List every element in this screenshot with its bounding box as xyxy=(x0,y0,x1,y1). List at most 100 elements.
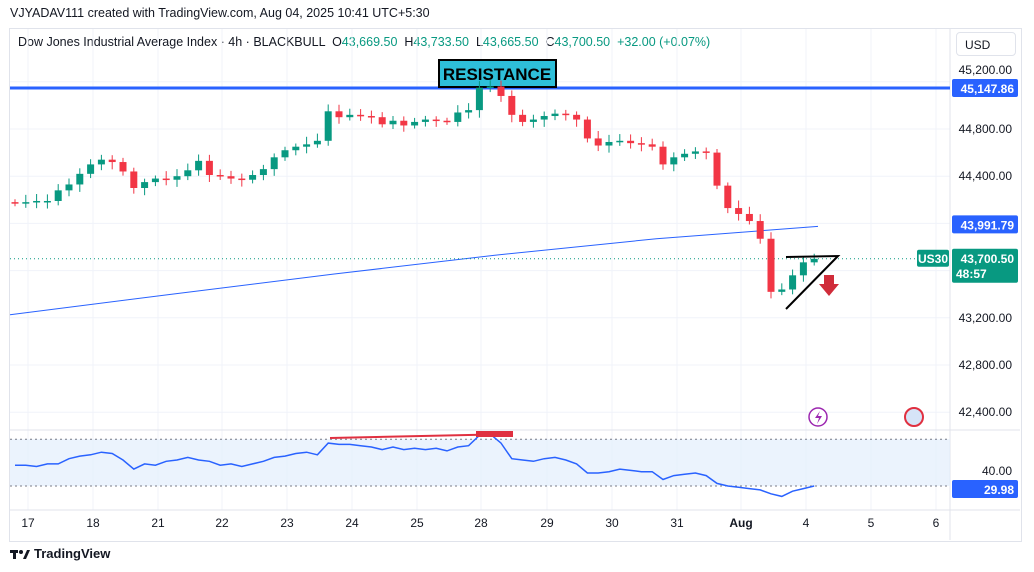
candle-body xyxy=(497,86,505,96)
rsi-tick: 40.00 xyxy=(982,464,1012,478)
candle-body xyxy=(130,171,138,188)
candle-body xyxy=(22,202,30,204)
candle-body xyxy=(119,162,127,172)
time-tick: 23 xyxy=(280,516,294,530)
symbol-tag: US30 xyxy=(918,252,948,266)
candle-body xyxy=(551,113,559,117)
rsi-line xyxy=(15,433,815,498)
time-tick: 29 xyxy=(540,516,554,530)
candle-body xyxy=(637,143,645,145)
candle-body xyxy=(227,176,235,179)
candle-body xyxy=(270,157,278,170)
candle-body xyxy=(421,119,429,122)
candle-body xyxy=(799,262,807,276)
currency-selector[interactable]: USD xyxy=(956,32,1016,56)
candle-body xyxy=(767,238,775,292)
rsi-divergence-marker xyxy=(476,431,513,437)
price-tick: 45,200.00 xyxy=(959,63,1013,77)
candle-body xyxy=(648,144,656,147)
lightning-bolt-icon xyxy=(815,411,822,424)
change-value: +32.00 (+0.07%) xyxy=(617,35,711,49)
candle-body xyxy=(97,159,105,165)
candle-body xyxy=(713,152,721,186)
candle-body xyxy=(216,175,224,177)
candle-body xyxy=(162,178,170,181)
last-price-tag xyxy=(952,248,1018,283)
candle-body xyxy=(43,200,51,203)
moving-average-line xyxy=(9,225,819,316)
price-tick: 44,400.00 xyxy=(959,169,1013,183)
candle-body xyxy=(357,114,365,117)
candle-body xyxy=(735,208,743,214)
candle-body xyxy=(259,169,267,176)
time-tick: 31 xyxy=(670,516,684,530)
candle-body xyxy=(346,114,354,118)
candle-body xyxy=(281,150,289,158)
candle-body xyxy=(303,144,311,147)
candle-body xyxy=(65,184,73,191)
candle-body xyxy=(54,190,62,201)
ma-price-label: 43,991.79 xyxy=(961,218,1015,232)
candle-body xyxy=(195,160,203,171)
symbol-title: Dow Jones Industrial Average Index · 4h … xyxy=(18,35,326,49)
candle-body xyxy=(173,176,181,180)
candle-body xyxy=(605,141,613,146)
resistance-label: RESISTANCE xyxy=(443,65,551,84)
time-tick: 22 xyxy=(215,516,229,530)
price-tick: 44,800.00 xyxy=(959,122,1013,136)
rsi-band xyxy=(10,439,950,486)
candle-body xyxy=(292,146,300,151)
high-value: 43,733.50 xyxy=(413,35,469,49)
low-value: 43,665.50 xyxy=(482,35,539,49)
candle-body xyxy=(486,86,494,89)
candle-body xyxy=(756,221,764,239)
candle-body xyxy=(87,164,95,174)
chart-frame[interactable] xyxy=(9,28,1022,542)
candle-body xyxy=(778,289,786,292)
candle-body xyxy=(529,119,537,122)
candle-body xyxy=(389,120,397,125)
candle-body xyxy=(443,120,451,123)
candle-body xyxy=(400,120,408,126)
time-tick: 17 xyxy=(21,516,35,530)
close-value: 43,700.50 xyxy=(554,35,611,49)
down-arrow-icon xyxy=(819,275,839,296)
tradingview-logo: TradingView xyxy=(10,546,110,561)
price-tick: 43,200.00 xyxy=(959,311,1013,325)
candle-body xyxy=(475,87,483,111)
candle-body xyxy=(724,185,732,209)
time-tick: 24 xyxy=(345,516,359,530)
candle-body xyxy=(238,178,246,181)
candle-body xyxy=(681,153,689,158)
symbol-tag-bg xyxy=(917,249,949,267)
candle-body xyxy=(141,182,149,188)
resistance-price-label-bg xyxy=(952,78,1018,97)
candle-body xyxy=(670,157,678,165)
rsi-value-label: 29.98 xyxy=(984,483,1014,497)
candle-body xyxy=(627,140,635,144)
candle-body xyxy=(411,121,419,126)
ascending-triangle-pattern xyxy=(785,254,841,310)
time-tick: 5 xyxy=(868,516,875,530)
candle-body xyxy=(313,140,321,145)
candle-body xyxy=(540,116,548,120)
time-tick: 4 xyxy=(803,516,810,530)
footer-brand: TradingView xyxy=(34,546,111,561)
resistance-label-box xyxy=(438,59,557,88)
countdown-label: 48:57 xyxy=(956,267,987,281)
candle-body xyxy=(789,275,797,290)
candle-body xyxy=(508,95,516,115)
candle-body xyxy=(324,111,332,141)
open-value: 43,669.50 xyxy=(341,35,398,49)
time-tick: 25 xyxy=(410,516,424,530)
symbol-legend: Dow Jones Industrial Average Index · 4h … xyxy=(18,35,711,49)
candle-body xyxy=(108,159,116,163)
tv-logo-icon xyxy=(10,549,30,559)
price-tick: 42,800.00 xyxy=(959,358,1013,372)
candle-body xyxy=(562,113,570,116)
candle-body xyxy=(659,146,667,165)
us-flag-event-icon xyxy=(904,407,924,427)
candle-body xyxy=(76,173,84,185)
time-tick: 30 xyxy=(605,516,619,530)
